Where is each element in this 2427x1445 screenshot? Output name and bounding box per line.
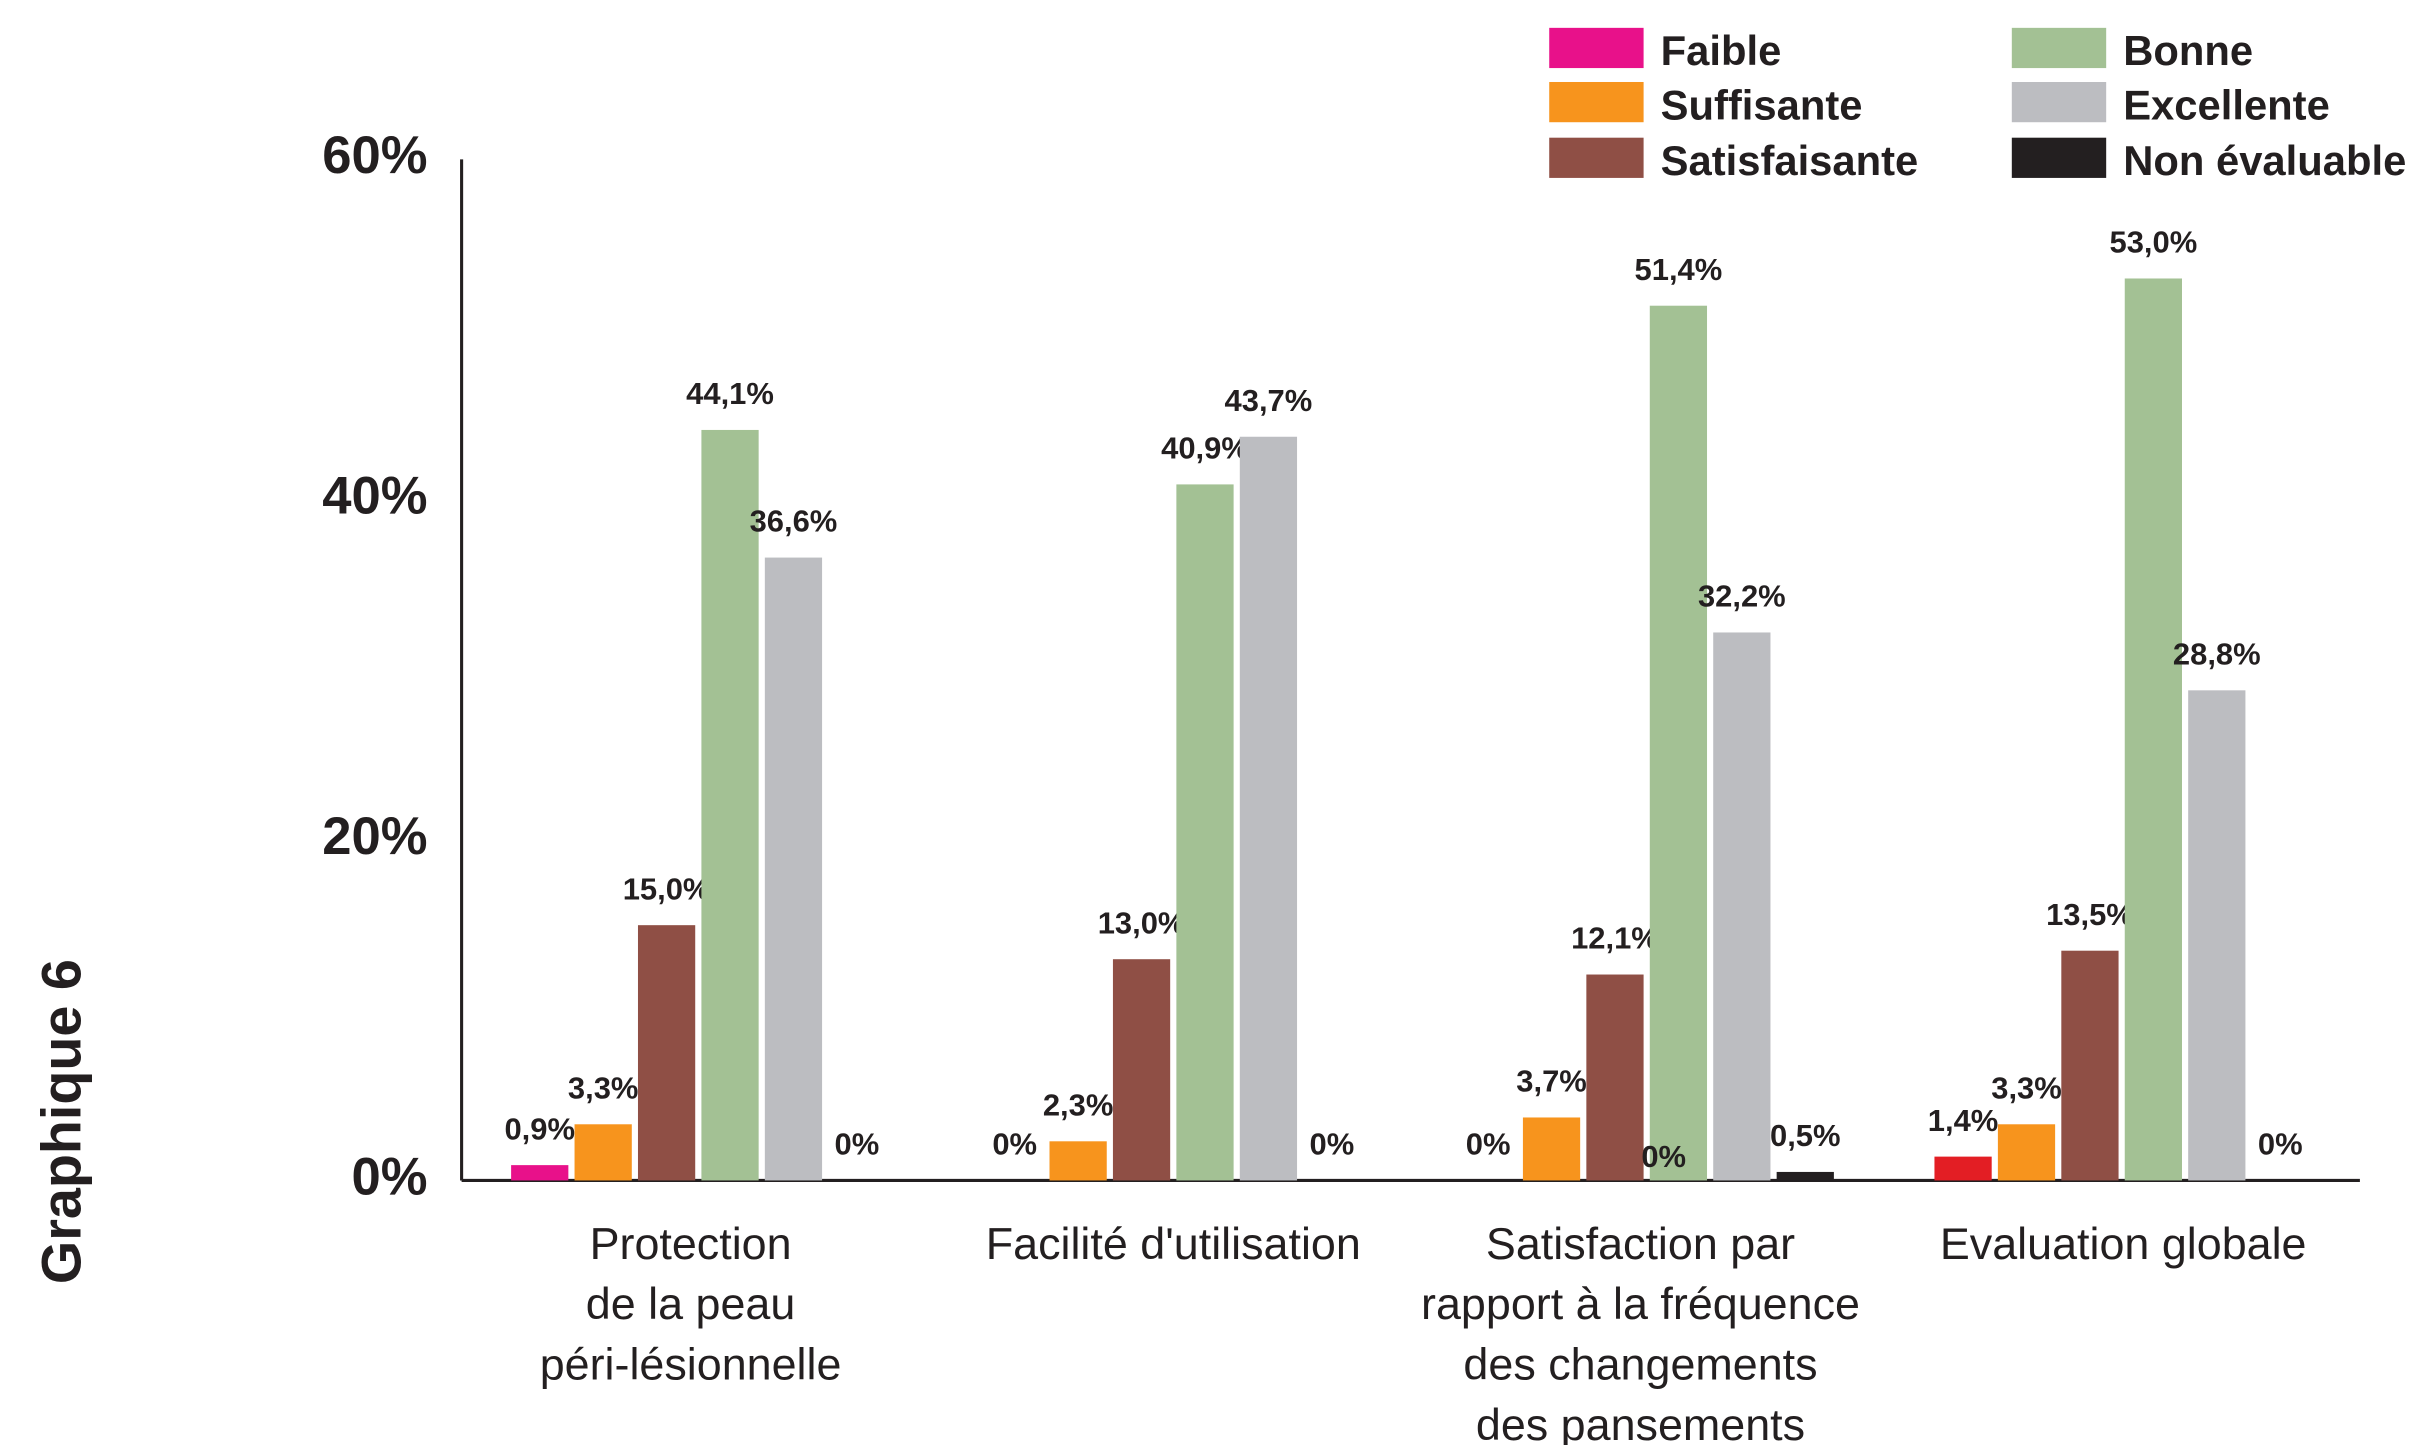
value-label: 43,7%	[1225, 383, 1313, 418]
value-label: 36,6%	[750, 504, 838, 539]
y-tick-label: 60%	[322, 126, 427, 185]
value-label: 28,8%	[2173, 636, 2261, 671]
legend-swatch	[2011, 137, 2107, 178]
value-label: 0,5%	[1770, 1118, 1841, 1153]
value-label: 13,5%	[2046, 897, 2134, 932]
y-tick-label: 40%	[322, 467, 427, 526]
bar	[764, 557, 823, 1181]
value-label: 0%	[1309, 1127, 1354, 1162]
value-label: 12,1%	[1571, 921, 1659, 956]
x-tick-label: Facilité d'utilisation	[986, 1218, 1361, 1269]
bar	[2188, 690, 2246, 1181]
bar	[1049, 1141, 1107, 1181]
value-label: 40,9%	[1161, 431, 1249, 466]
x-tick-label: des pansements	[1476, 1399, 1805, 1445]
x-tick-label: Protection	[590, 1218, 792, 1269]
legend-label: Faible	[1661, 27, 1782, 74]
bar	[574, 1124, 632, 1181]
legend-swatch	[1549, 27, 1644, 69]
value-label: 0%	[1466, 1127, 1511, 1162]
bar	[1522, 1117, 1581, 1181]
legend-label: Satisfaisante	[1661, 137, 1919, 184]
value-label: 0%	[992, 1127, 1037, 1162]
x-tick-label: Satisfaction par	[1486, 1218, 1795, 1269]
value-label: 3,7%	[1516, 1064, 1587, 1099]
y-tick-label: 20%	[322, 807, 427, 866]
bar	[1997, 1124, 2056, 1181]
bar	[1713, 632, 1771, 1181]
value-label: 15,0%	[623, 871, 711, 906]
value-label: 51,4%	[1635, 252, 1723, 287]
value-label: 0%	[835, 1127, 880, 1162]
bar	[1776, 1171, 1834, 1181]
annotation: 0%	[1641, 1139, 1686, 1174]
value-label: 53,0%	[2110, 225, 2198, 260]
legend-swatch	[1549, 81, 1644, 123]
bar	[637, 925, 696, 1181]
value-label: 3,3%	[1991, 1070, 2062, 1105]
bar	[1649, 305, 1708, 1181]
bar	[1239, 436, 1298, 1181]
value-label: 0%	[2258, 1127, 2303, 1162]
side-label: Graphique 6	[30, 959, 92, 1284]
legend-label: Bonne	[2123, 27, 2253, 74]
legend-label: Excellente	[2123, 81, 2330, 128]
bar	[1112, 959, 1171, 1181]
value-label: 44,1%	[686, 376, 774, 411]
value-label: 3,3%	[568, 1070, 639, 1105]
bar	[701, 429, 759, 1181]
x-tick-label: Evaluation globale	[1940, 1218, 2307, 1269]
value-label: 0,9%	[504, 1111, 575, 1146]
value-label: 2,3%	[1043, 1087, 1114, 1122]
x-tick-label: des changements	[1463, 1338, 1817, 1389]
bar	[1586, 974, 1644, 1181]
value-label: 32,2%	[1698, 579, 1786, 614]
value-label: 1,4%	[1928, 1103, 1999, 1138]
y-tick-label: 0%	[352, 1147, 428, 1206]
legend-swatch	[2011, 81, 2107, 123]
bar	[1934, 1156, 1992, 1181]
x-tick-label: de la peau	[586, 1278, 796, 1329]
legend-swatch	[2011, 27, 2107, 69]
x-tick-label: péri-lésionnelle	[540, 1338, 842, 1389]
legend-swatch	[1549, 137, 1644, 178]
legend-label: Suffisante	[1661, 81, 1863, 128]
value-label: 13,0%	[1098, 905, 1186, 940]
legend-label: Non évaluable	[2123, 137, 2406, 184]
bar	[511, 1165, 569, 1181]
x-tick-label: rapport à la fréquence	[1421, 1278, 1860, 1329]
bar	[1176, 484, 1234, 1181]
bar	[2061, 950, 2119, 1181]
bar	[2124, 278, 2182, 1181]
